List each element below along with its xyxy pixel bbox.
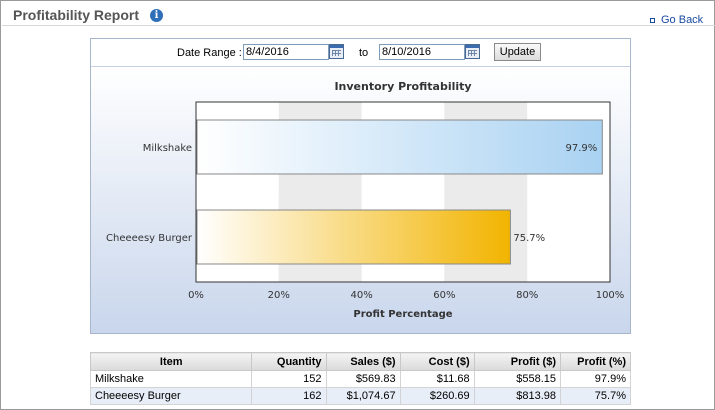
col-header-quantity: Quantity (251, 352, 327, 371)
data-label: 97.9% (566, 143, 598, 154)
cell-sales: $1,074.67 (325, 387, 401, 405)
cell-profit: $558.15 (473, 370, 562, 388)
chart-area: Inventory Profitability Milkshake 97.9% Ch… (91, 67, 630, 333)
bar-0 (196, 119, 603, 175)
page-title: Profitability Report (13, 7, 140, 23)
profitability-chart: Inventory Profitability Milkshake 97.9% Ch… (106, 80, 625, 320)
cell-cost: $260.69 (399, 387, 475, 405)
col-header-profit-pct: Profit (%) (560, 352, 631, 371)
calendar-icon[interactable] (329, 44, 344, 59)
cell-sales: $569.83 (325, 370, 401, 388)
calendar-icon[interactable] (465, 44, 480, 59)
go-back-label: Go Back (661, 14, 704, 26)
x-tick-label: 60% (433, 290, 455, 301)
table-row: Milkshake 152 $569.83 $11.68 $558.15 97.… (89, 370, 631, 388)
chart-title: Inventory Profitability (334, 80, 471, 93)
cell-quantity: 162 (251, 387, 327, 405)
report-table-wrap: Item Quantity Sales ($) Cost ($) Profit … (89, 352, 631, 405)
x-tick-label: 20% (268, 290, 290, 301)
go-back-link[interactable]: Go Back (650, 13, 703, 27)
cell-profit: $813.98 (473, 387, 562, 405)
col-header-profit: Profit ($) (473, 352, 562, 371)
cell-item: Milkshake (89, 370, 253, 388)
cell-profit-pct: 97.9% (560, 370, 631, 388)
date-range-label: Date Range : (177, 47, 242, 59)
report-header: Profitability Report i Go Back (2, 2, 715, 26)
x-tick-label: 0% (188, 290, 204, 301)
cell-cost: $11.68 (399, 370, 475, 388)
date-from-input[interactable] (243, 44, 329, 60)
category-label: Milkshake (143, 143, 192, 154)
col-header-sales: Sales ($) (325, 352, 401, 371)
data-label: 75.7% (513, 233, 545, 244)
update-button[interactable]: Update (494, 43, 541, 61)
chart-panel: Date Range : to Update (90, 38, 631, 334)
category-label: Cheeeesy Burger (106, 233, 193, 244)
cell-item: Cheeeesy Burger (89, 387, 253, 405)
plot-border (195, 101, 611, 283)
x-tick-label: 100% (596, 290, 625, 301)
table-header-row: Item Quantity Sales ($) Cost ($) Profit … (89, 352, 631, 371)
info-icon[interactable]: i (150, 9, 163, 22)
bullet-icon (650, 17, 655, 23)
date-to-label: to (359, 47, 369, 59)
x-axis-label: Profit Percentage (353, 309, 452, 320)
x-tick-label: 80% (516, 290, 538, 301)
col-header-cost: Cost ($) (399, 352, 475, 371)
table-row: Cheeeesy Burger 162 $1,074.67 $260.69 $8… (89, 387, 631, 405)
x-tick-label: 40% (350, 290, 372, 301)
cell-quantity: 152 (251, 370, 327, 388)
col-header-item: Item (89, 352, 253, 371)
date-to-input[interactable] (379, 44, 465, 60)
cell-profit-pct: 75.7% (560, 387, 631, 405)
bar-1 (196, 209, 511, 265)
date-range-row: Date Range : to Update (91, 39, 630, 67)
report-table: Item Quantity Sales ($) Cost ($) Profit … (89, 352, 631, 405)
